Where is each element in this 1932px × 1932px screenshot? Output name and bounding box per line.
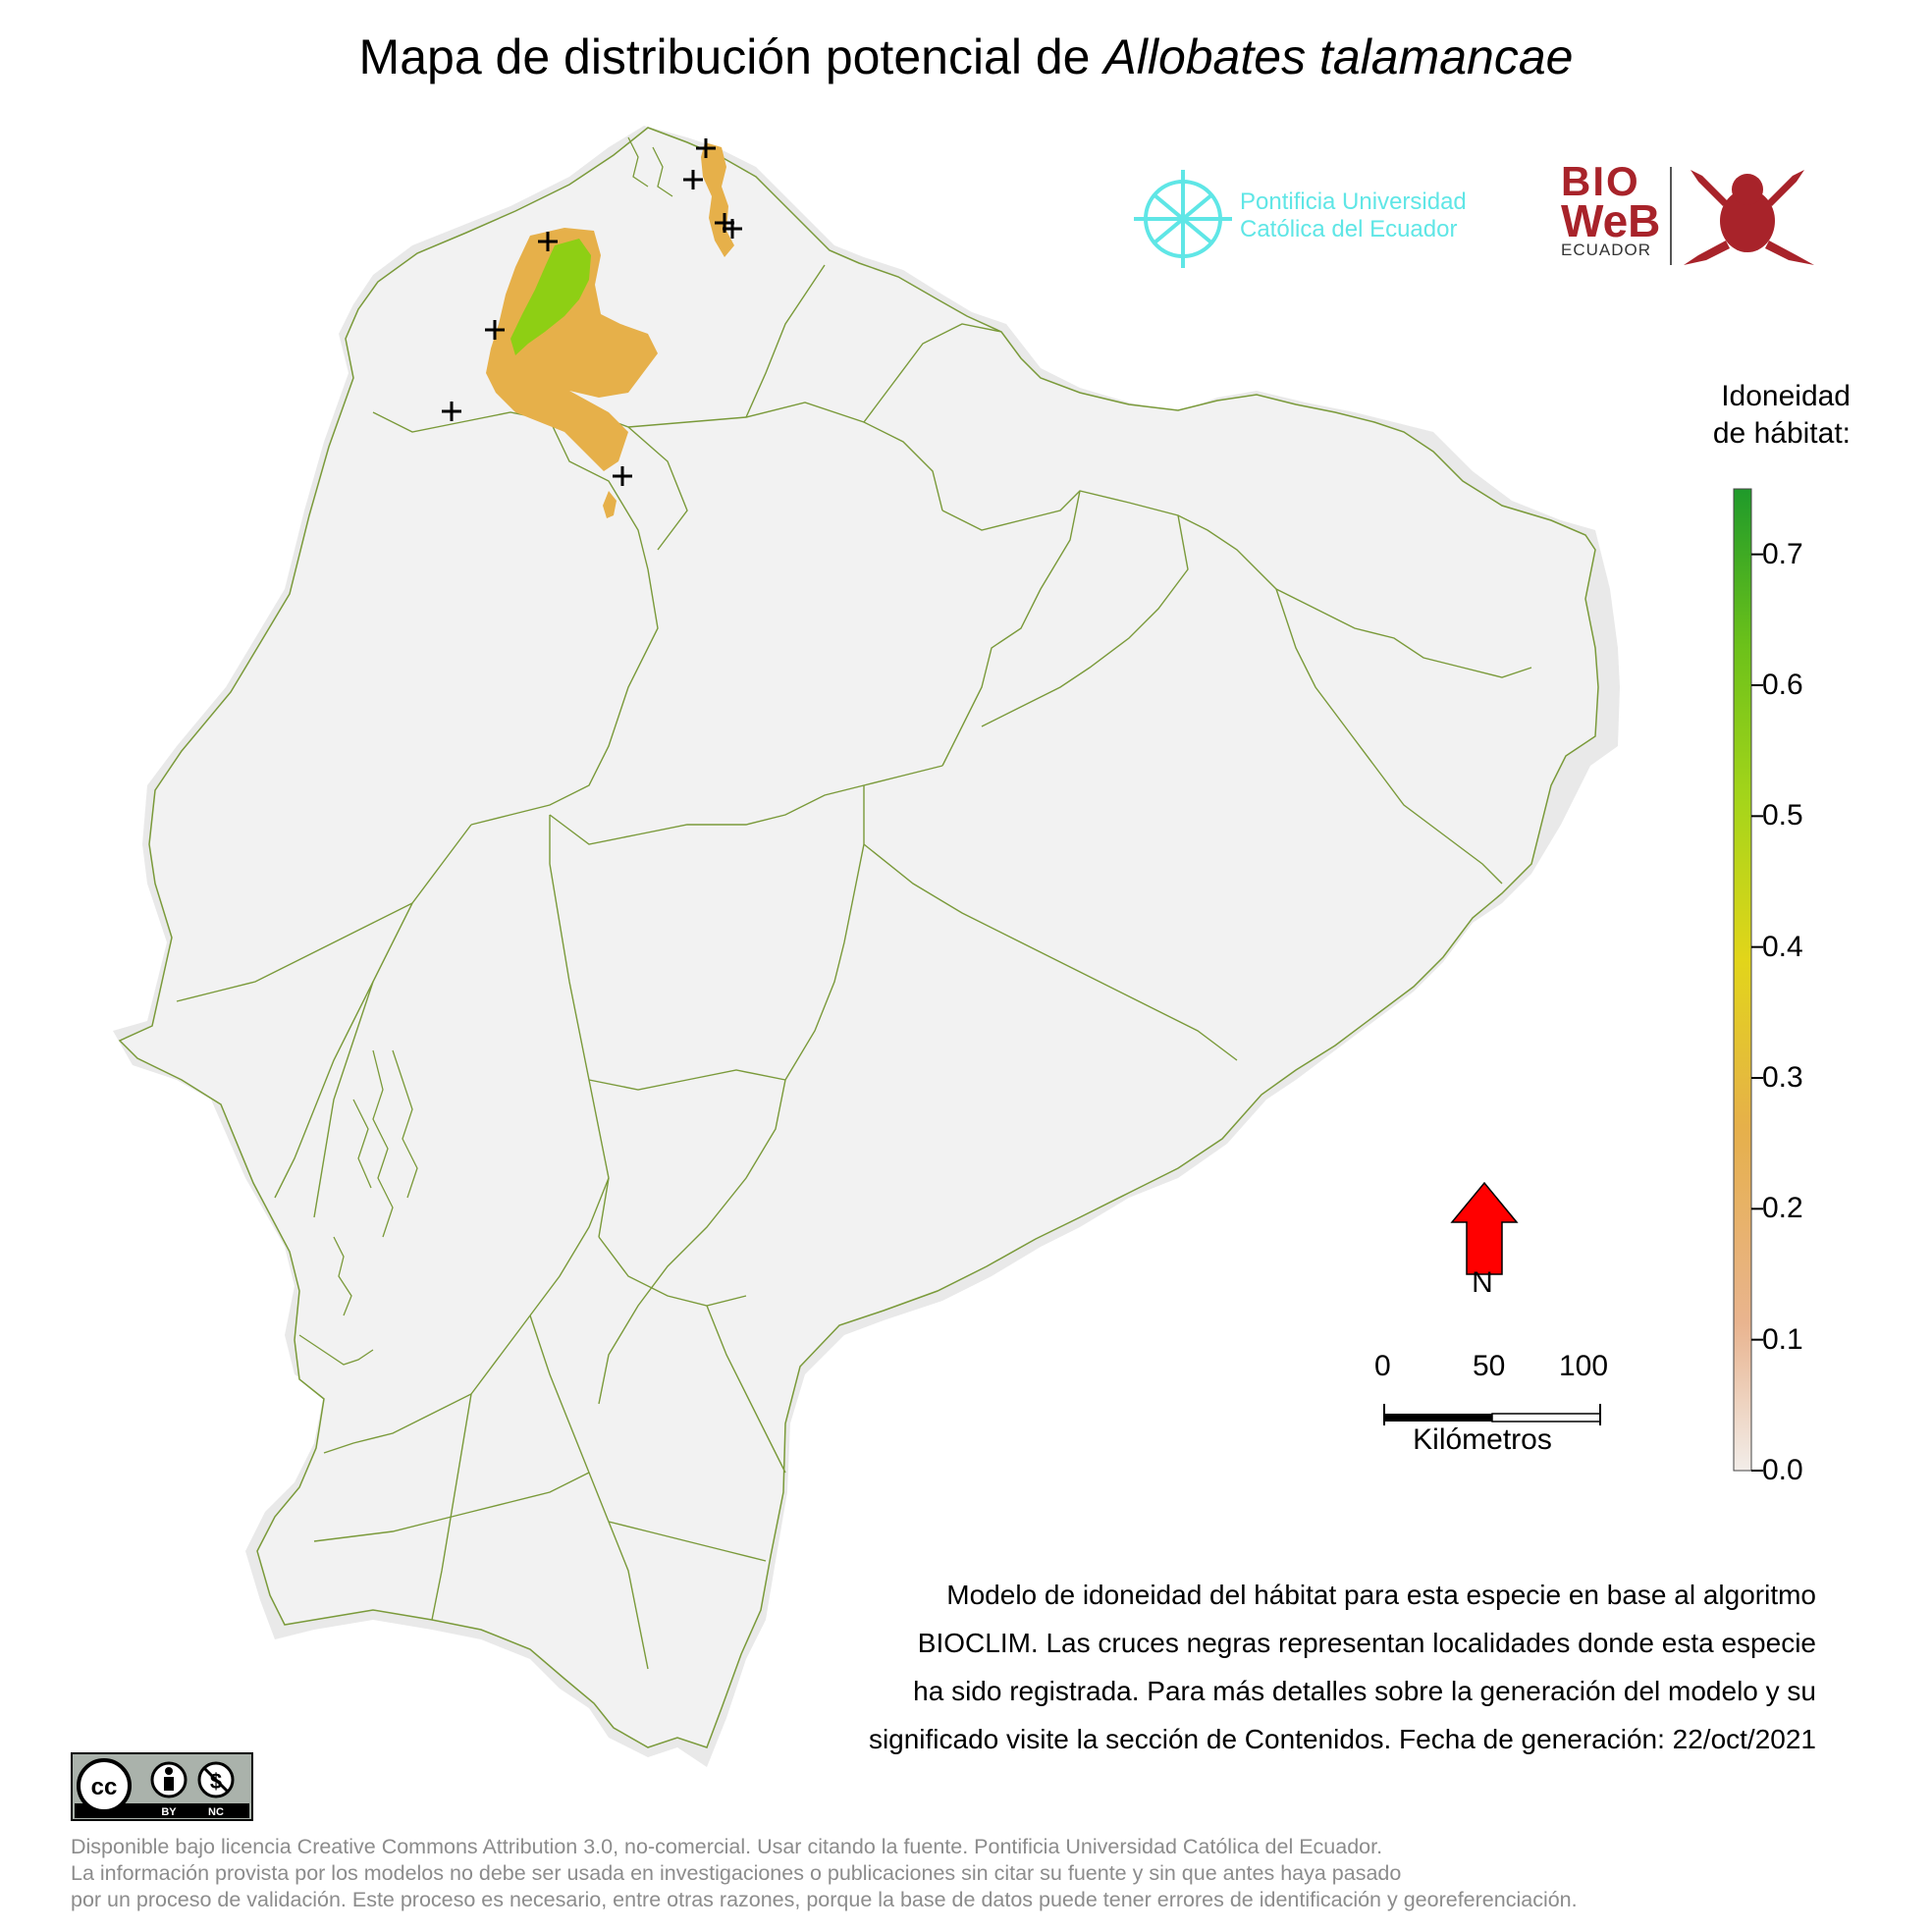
model-description: Modelo de idoneidad del hábitat para est… xyxy=(677,1571,1816,1763)
footer-line: por un proceso de validación. Este proce… xyxy=(71,1888,1578,1911)
cc-nc-label: NC xyxy=(208,1806,224,1818)
locality-cross xyxy=(723,219,742,239)
legend-tick-label: 0.0 xyxy=(1762,1454,1803,1486)
legend-title-line1: Idoneidad xyxy=(1721,380,1851,412)
title-species: Allobates talamancae xyxy=(1103,29,1574,84)
scale-label-0: 0 xyxy=(1374,1350,1391,1382)
puce-emblem-icon xyxy=(1134,170,1232,268)
cc-by-label: BY xyxy=(161,1806,177,1818)
locality-markers xyxy=(442,138,742,486)
scale-bar xyxy=(1383,1404,1601,1425)
footer-line: La información provista por los modelos … xyxy=(71,1861,1402,1885)
bioweb-logo: BIO WeB ECUADOR xyxy=(1561,158,1826,275)
country-land xyxy=(118,127,1599,1748)
license-footer: Disponible bajo licencia Creative Common… xyxy=(71,1834,1916,1913)
locality-cross xyxy=(696,138,716,158)
bioweb-line3: ECUADOR xyxy=(1561,241,1652,259)
puce-line2: Católica del Ecuador xyxy=(1240,216,1458,242)
north-arrow-icon xyxy=(1450,1181,1519,1275)
description-line: Modelo de idoneidad del hábitat para est… xyxy=(946,1580,1816,1610)
legend-ticks xyxy=(1751,553,1763,1472)
legend-tick-label: 0.3 xyxy=(1762,1061,1803,1094)
cc-by-nc-icon: cc $ BY NC xyxy=(71,1752,253,1821)
frog-icon xyxy=(1670,167,1814,265)
suitability-mid-south xyxy=(603,491,617,518)
puce-line1: Pontificia Universidad xyxy=(1240,188,1467,215)
footer-line: Disponible bajo licencia Creative Common… xyxy=(71,1835,1383,1858)
scale-unit: Kilómetros xyxy=(1413,1423,1552,1456)
locality-cross xyxy=(485,320,505,340)
puce-logo: Pontificia Universidad Católica del Ecua… xyxy=(1134,165,1497,273)
title-prefix: Mapa de distribución potencial de xyxy=(358,29,1091,84)
suitability-mid-main xyxy=(486,228,658,471)
legend-colorbar xyxy=(1733,488,1752,1472)
scale-label-50: 50 xyxy=(1473,1350,1506,1382)
description-line: significado visite la sección de Conteni… xyxy=(868,1724,1816,1754)
legend-tick-label: 0.4 xyxy=(1762,930,1803,963)
map-title: Mapa de distribución potencial de Alloba… xyxy=(0,27,1932,86)
description-line: BIOCLIM. Las cruces negras representan l… xyxy=(917,1628,1816,1658)
locality-cross xyxy=(613,466,632,486)
locality-cross xyxy=(442,402,461,421)
legend-title: Idoneidad de hábitat: xyxy=(1674,378,1851,453)
legend-tick-label: 0.2 xyxy=(1762,1192,1803,1225)
bioweb-line1: BIO xyxy=(1561,158,1640,204)
scale-label-100: 100 xyxy=(1559,1350,1609,1382)
locality-cross xyxy=(683,170,703,189)
description-line: ha sido registrada. Para más detalles so… xyxy=(913,1676,1816,1706)
north-label: N xyxy=(1472,1266,1493,1299)
svg-text:cc: cc xyxy=(91,1774,118,1800)
suitability-high-main xyxy=(510,239,591,355)
bioweb-line2: WeB xyxy=(1561,195,1661,246)
legend-title-line2: de hábitat: xyxy=(1712,417,1851,450)
cc-license-badge: cc $ BY NC xyxy=(71,1752,253,1821)
legend-tick-label: 0.6 xyxy=(1762,669,1803,701)
estuary-detail xyxy=(298,136,673,1366)
legend-tick-label: 0.1 xyxy=(1762,1322,1803,1356)
locality-cross xyxy=(538,232,558,251)
legend-tick-label: 0.5 xyxy=(1762,799,1803,832)
legend-tick-label: 0.7 xyxy=(1762,537,1803,570)
